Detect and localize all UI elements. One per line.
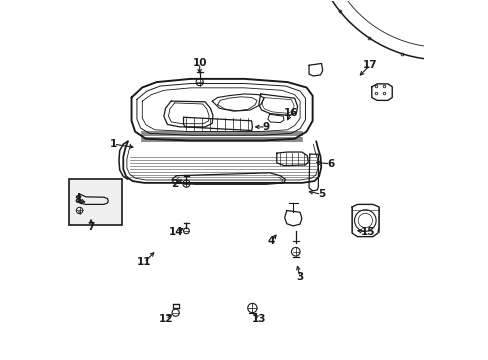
Text: 13: 13	[252, 314, 266, 324]
Text: 14: 14	[169, 227, 183, 237]
FancyBboxPatch shape	[69, 179, 122, 225]
Text: 5: 5	[317, 189, 325, 199]
Text: 8: 8	[74, 195, 81, 205]
Text: 6: 6	[326, 159, 333, 169]
Text: 15: 15	[360, 227, 375, 237]
Text: 1: 1	[110, 139, 117, 149]
Text: 11: 11	[137, 257, 151, 267]
Text: 12: 12	[158, 314, 172, 324]
Text: 2: 2	[171, 179, 178, 189]
Text: 3: 3	[296, 272, 303, 282]
Text: 7: 7	[87, 222, 95, 231]
Text: 17: 17	[362, 60, 377, 70]
Text: 4: 4	[267, 236, 275, 246]
Text: 10: 10	[192, 58, 206, 68]
Text: 9: 9	[262, 122, 269, 132]
Text: 16: 16	[284, 108, 298, 118]
